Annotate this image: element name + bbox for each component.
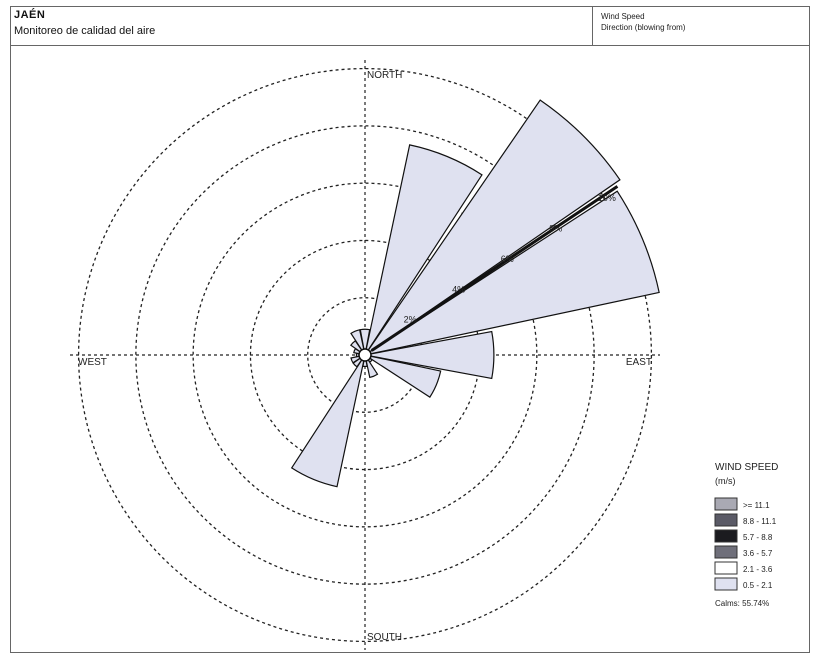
ring-label-2: 2% (404, 315, 417, 325)
west-label: WEST (78, 357, 107, 368)
ring-label-group: 2% 4% 6% 8% 10% (404, 193, 616, 324)
legend-label: 2.1 - 3.6 (743, 565, 773, 574)
legend-title: WIND SPEED (715, 462, 778, 473)
legend-label: >= 11.1 (743, 501, 770, 510)
header-title-box: JAÉN Monitoreo de calidad del aire (11, 7, 593, 46)
legend-label: 3.6 - 5.7 (743, 549, 773, 558)
legend-swatch (714, 577, 738, 591)
legend: WIND SPEED (m/s) >= 11.1 8.8 - 11.1 5.7 - … (714, 462, 778, 608)
legend-label: 0.5 - 2.1 (743, 581, 773, 590)
location-title: JAÉN (14, 9, 46, 21)
legend-swatch (714, 497, 738, 511)
east-label: EAST (626, 357, 652, 368)
header-info-box: Wind Speed Direction (blowing from) (593, 7, 809, 46)
ring-label-8: 8% (549, 224, 562, 234)
legend-unit: (m/s) (715, 476, 736, 486)
header-direction: Direction (blowing from) (601, 23, 686, 32)
legend-swatch (714, 545, 738, 559)
ring-10 (77, 67, 653, 643)
sector-boundary-stripe (370, 185, 619, 352)
legend-calms: Calms: 55.74% (715, 599, 769, 608)
legend-swatch (714, 513, 738, 527)
south-label: SOUTH (367, 632, 402, 643)
legend-swatch (714, 561, 738, 575)
header-wind-speed: Wind Speed (601, 12, 645, 21)
chart-subtitle: Monitoreo de calidad del aire (14, 25, 156, 37)
ring-label-4: 4% (452, 284, 465, 294)
ring-label-6: 6% (501, 254, 514, 264)
north-label: NORTH (367, 70, 402, 81)
sector-group (290, 99, 660, 488)
ring-label-10: 10% (598, 193, 616, 203)
legend-label: 5.7 - 8.8 (743, 533, 773, 542)
legend-swatch (714, 529, 738, 543)
sector-ssw (290, 359, 365, 488)
legend-label: 8.8 - 11.1 (743, 517, 777, 526)
ring-6 (192, 182, 538, 528)
calm-center (358, 348, 372, 362)
